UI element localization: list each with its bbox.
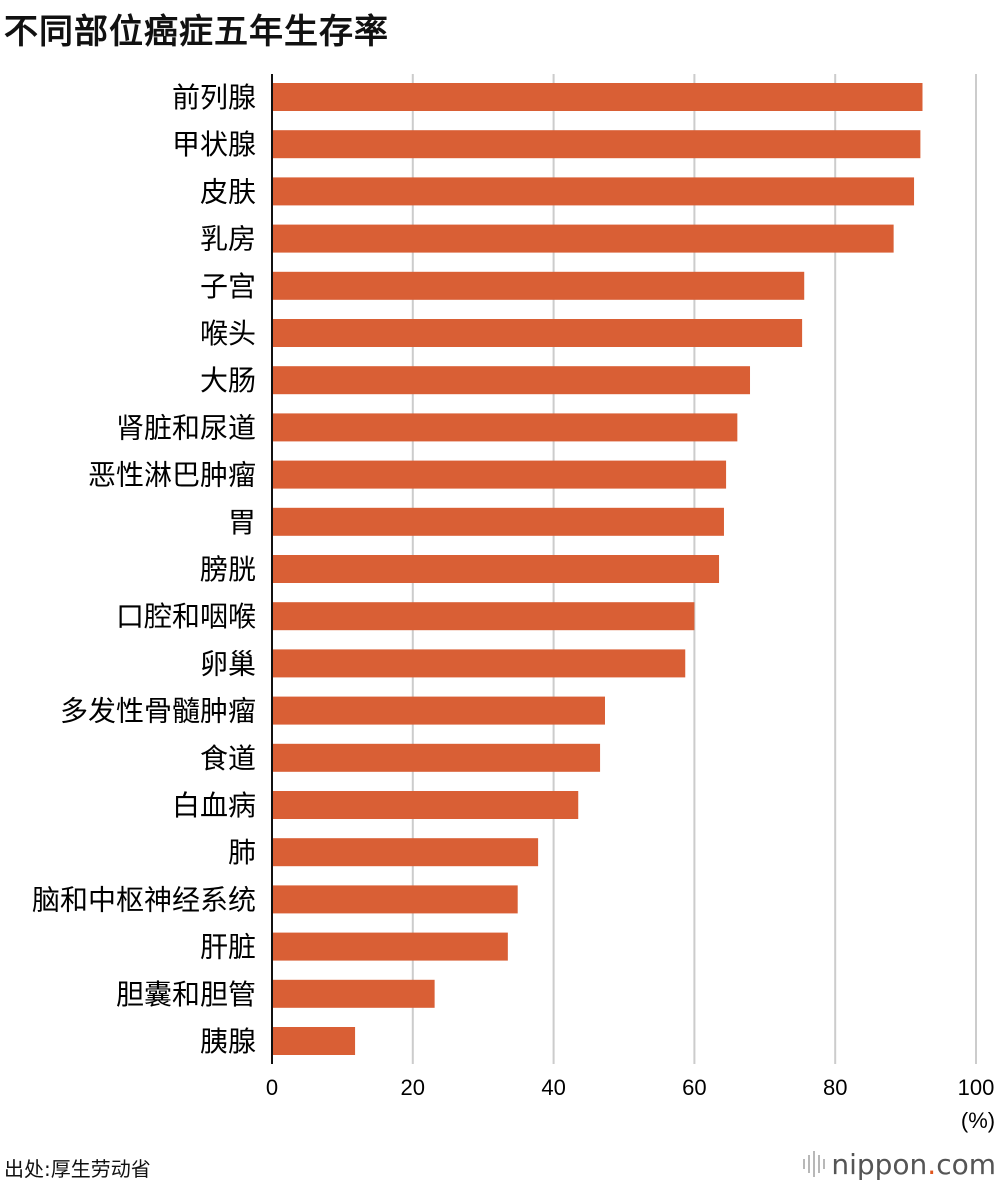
chart-title: 不同部位癌症五年生存率: [4, 12, 389, 52]
bar: [272, 130, 921, 159]
bar: [272, 932, 508, 961]
brand-wordmark: nippon.com: [831, 1147, 996, 1181]
category-label: 前列腺: [172, 81, 256, 114]
category-label: 胰腺: [200, 1025, 256, 1058]
category-label: 胃: [228, 506, 256, 539]
category-label: 皮肤: [200, 175, 256, 208]
bar: [272, 743, 601, 772]
bar: [272, 177, 915, 206]
x-axis-unit: (%): [961, 1108, 995, 1133]
category-label: 膀胱: [200, 553, 256, 586]
x-tick-label: 40: [541, 1075, 565, 1100]
bar: [272, 83, 923, 111]
source-note: 出处:厚生劳动省: [4, 1157, 151, 1181]
category-label: 甲状腺: [172, 128, 256, 161]
category-label: 口腔和咽喉: [116, 600, 256, 633]
bar: [272, 555, 720, 583]
category-label: 白血病: [172, 789, 256, 822]
bar: [272, 319, 803, 347]
category-label: 大肠: [200, 364, 256, 397]
bar: [272, 649, 686, 678]
bar: [272, 271, 805, 300]
bar: [272, 791, 579, 819]
bar-chart: 前列腺甲状腺皮肤乳房子宫喉头大肠肾脏和尿道恶性淋巴肿瘤胃膀胱口腔和咽喉卵巢多发性…: [32, 74, 995, 1133]
bar: [272, 979, 435, 1008]
bar: [272, 507, 724, 536]
x-tick-label: 60: [682, 1075, 706, 1100]
x-tick-label: 20: [401, 1075, 425, 1100]
bar: [272, 413, 738, 442]
bar: [272, 224, 894, 253]
category-label: 恶性淋巴肿瘤: [88, 459, 256, 492]
x-tick-label: 100: [958, 1075, 995, 1100]
category-label: 食道: [200, 742, 256, 775]
category-label: 肺: [228, 836, 256, 869]
x-tick-label: 80: [823, 1075, 847, 1100]
x-tick-label: 0: [266, 1075, 278, 1100]
bar: [272, 885, 518, 914]
category-label: 肝脏: [200, 931, 256, 964]
bar: [272, 1027, 356, 1055]
category-label: 胆囊和胆管: [116, 978, 256, 1011]
sound-wave-logo-icon: [803, 1150, 826, 1178]
category-label: 喉头: [200, 317, 256, 350]
bar: [272, 460, 727, 489]
bar: [272, 838, 539, 867]
category-label: 卵巢: [200, 647, 256, 680]
category-label: 乳房: [200, 223, 256, 256]
bar: [272, 366, 751, 395]
category-label: 多发性骨髓肿瘤: [60, 695, 256, 728]
category-label: 子宫: [200, 270, 256, 303]
category-label: 脑和中枢神经系统: [32, 883, 256, 916]
category-label: 肾脏和尿道: [116, 411, 256, 444]
bar: [272, 696, 605, 725]
nippon-logo[interactable]: nippon.com: [803, 1146, 996, 1182]
bar: [272, 602, 695, 631]
